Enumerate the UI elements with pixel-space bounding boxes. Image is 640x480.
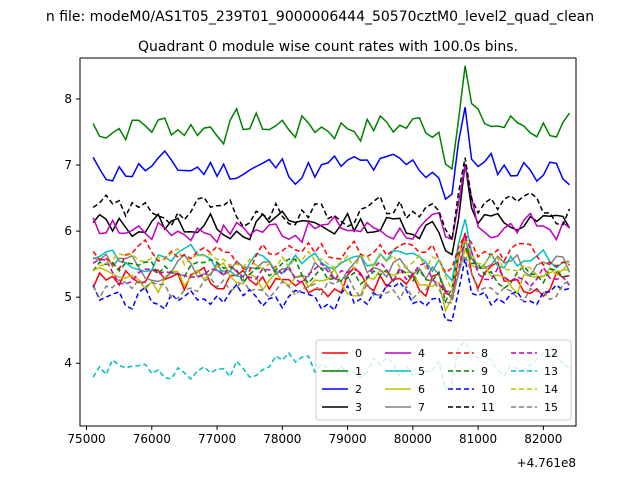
y-tick-label: 4 (64, 356, 72, 370)
legend-label-4: 4 (418, 347, 425, 360)
x-axis: 75000 76000 77000 78000 79000 80000 81000 82000 (67, 426, 562, 446)
legend-label-14: 14 (544, 383, 558, 396)
series-line-8 (92, 233, 570, 274)
series-line-2 (92, 107, 570, 201)
plot-frame (79, 57, 577, 427)
legend-label-3: 3 (355, 401, 362, 414)
legend-label-1: 1 (355, 365, 362, 378)
chart-title: Quadrant 0 module wise count rates with … (138, 39, 518, 55)
legend-label-11: 11 (481, 401, 495, 414)
x-tick-label: 80000 (394, 432, 432, 446)
y-axis: 4 5 6 7 8 (64, 92, 80, 370)
legend-label-6: 6 (418, 383, 425, 396)
x-axis-offset-label: +4.761e8 (517, 456, 576, 470)
legend-label-8: 8 (481, 347, 488, 360)
x-tick-label: 82000 (524, 432, 562, 446)
series-line-9 (92, 244, 570, 304)
series-line-0 (92, 232, 570, 298)
x-tick-label: 75000 (67, 432, 105, 446)
legend-label-2: 2 (355, 383, 362, 396)
y-tick-label: 5 (64, 290, 72, 304)
x-tick-label: 76000 (133, 432, 171, 446)
series-line-12 (92, 233, 571, 293)
legend-label-10: 10 (481, 383, 495, 396)
series-line-4 (92, 164, 570, 244)
y-tick-label: 8 (64, 92, 72, 106)
series-line-11 (92, 157, 571, 242)
series-line-3 (92, 163, 571, 256)
legend-label-15: 15 (544, 401, 558, 414)
x-tick-label: 77000 (198, 432, 236, 446)
legend-frame (315, 339, 572, 421)
x-tick-label: 78000 (263, 432, 301, 446)
series-line-14 (92, 237, 571, 293)
series-line-1 (92, 65, 571, 171)
series-line-15 (92, 253, 570, 304)
x-tick-label: 81000 (459, 432, 497, 446)
figure-suptitle: n file: modeM0/AS1T05_239T01_9000006444_… (46, 9, 594, 25)
series-line-7 (92, 237, 571, 301)
series-line-10 (92, 258, 570, 322)
legend-label-13: 13 (544, 365, 558, 378)
y-tick-label: 7 (64, 158, 72, 172)
legend-label-12: 12 (544, 347, 558, 360)
legend-label-5: 5 (418, 365, 425, 378)
legend-label-7: 7 (418, 401, 425, 414)
x-tick-label: 79000 (328, 432, 366, 446)
legend-label-0: 0 (355, 347, 362, 360)
y-tick-label: 6 (64, 224, 72, 238)
legend-label-9: 9 (481, 365, 488, 378)
